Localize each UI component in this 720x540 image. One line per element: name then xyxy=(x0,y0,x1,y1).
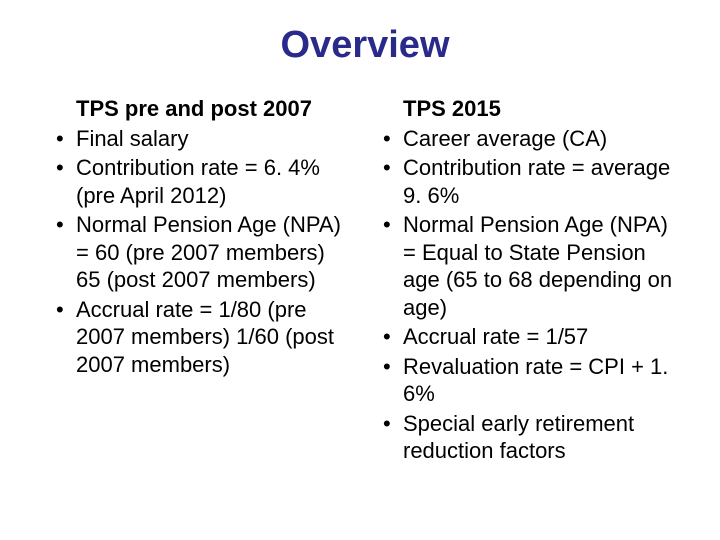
list-item: Contribution rate = 6. 4% (pre April 201… xyxy=(56,154,353,209)
list-item: Accrual rate = 1/80 (pre 2007 members) 1… xyxy=(56,296,353,379)
right-column: TPS 2015 Career average (CA) Contributio… xyxy=(377,95,680,467)
list-item: Normal Pension Age (NPA) = 60 (pre 2007 … xyxy=(56,211,353,294)
columns-container: TPS pre and post 2007 Final salary Contr… xyxy=(50,95,680,467)
left-list: Final salary Contribution rate = 6. 4% (… xyxy=(50,125,353,379)
list-item: Accrual rate = 1/57 xyxy=(383,323,680,351)
list-item: Special early retirement reduction facto… xyxy=(383,410,680,465)
left-heading: TPS pre and post 2007 xyxy=(50,95,353,123)
page-title: Overview xyxy=(50,24,680,67)
list-item: Normal Pension Age (NPA) = Equal to Stat… xyxy=(383,211,680,321)
left-column: TPS pre and post 2007 Final salary Contr… xyxy=(50,95,353,467)
list-item: Revaluation rate = CPI + 1. 6% xyxy=(383,353,680,408)
list-item: Career average (CA) xyxy=(383,125,680,153)
list-item: Contribution rate = average 9. 6% xyxy=(383,154,680,209)
right-heading: TPS 2015 xyxy=(377,95,680,123)
right-list: Career average (CA) Contribution rate = … xyxy=(377,125,680,465)
list-item: Final salary xyxy=(56,125,353,153)
